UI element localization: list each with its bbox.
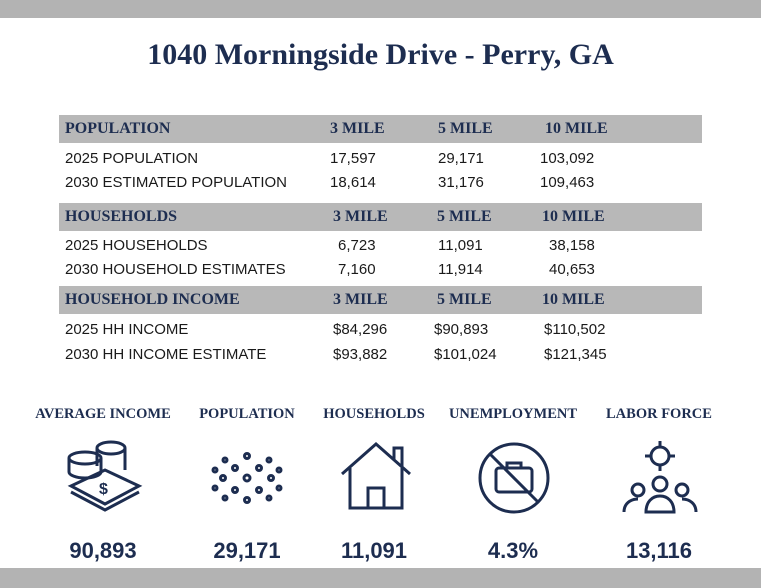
row-value: 40,653	[549, 261, 595, 278]
row-value: $121,345	[544, 346, 607, 363]
column-header: 10 MILE	[542, 208, 605, 225]
row-value: 11,091	[438, 237, 483, 254]
svg-text:$: $	[99, 481, 108, 498]
stat-label: UNEMPLOYMENT	[448, 406, 578, 422]
top-bar	[0, 0, 761, 18]
row-value: 18,614	[330, 174, 376, 191]
section-title: HOUSEHOLDS	[65, 208, 178, 225]
row-value: 17,597	[330, 150, 376, 167]
column-header: 10 MILE	[542, 291, 605, 308]
row-value: 31,176	[438, 174, 484, 191]
column-header: 10 MILE	[545, 120, 608, 137]
column-header: 5 MILE	[438, 120, 493, 137]
row-label: 2030 HH INCOME ESTIMATE	[65, 346, 267, 363]
row-label: 2025 POPULATION	[65, 150, 199, 167]
stat-label: LABOR FORCE	[606, 406, 712, 422]
stat-label: HOUSEHOLDS	[323, 406, 425, 422]
row-value: $93,882	[333, 346, 388, 363]
column-header: 3 MILE	[333, 291, 388, 308]
section-header: HOUSEHOLD INCOME 3 MILE 5 MILE 10 MILE	[59, 286, 702, 314]
households-icon	[341, 441, 411, 510]
section-title: HOUSEHOLD INCOME	[65, 291, 240, 308]
row-value: $84,296	[333, 321, 388, 338]
title: 1040 Morningside Drive - Perry, GA	[147, 38, 614, 71]
row-value: $90,893	[434, 321, 489, 338]
row-label: 2030 HOUSEHOLD ESTIMATES	[65, 261, 286, 278]
row-value: 103,092	[540, 150, 595, 167]
stat-value: 11,091	[340, 538, 408, 563]
bottom-bar	[0, 568, 761, 588]
row-value: 6,723	[338, 237, 376, 254]
stat-value: 29,171	[213, 538, 281, 563]
row-value: 38,158	[549, 237, 595, 254]
row-value: 7,160	[338, 261, 376, 278]
unemployment-icon	[478, 442, 550, 514]
row-value: $110,502	[544, 321, 606, 338]
column-header: 5 MILE	[437, 291, 492, 308]
section-title: POPULATION	[65, 120, 171, 137]
section-header: POPULATION 3 MILE 5 MILE 10 MILE	[59, 115, 702, 143]
income-icon: $	[67, 440, 143, 512]
row-label: 2030 ESTIMATED POPULATION	[65, 174, 288, 191]
stat-value: 90,893	[69, 538, 137, 563]
row-value: 11,914	[438, 261, 483, 278]
section-header: HOUSEHOLDS 3 MILE 5 MILE 10 MILE	[59, 203, 702, 231]
stat-label: POPULATION	[199, 406, 295, 422]
row-label: 2025 HH INCOME	[65, 321, 189, 338]
stat-value: 4.3%	[487, 538, 539, 563]
population-icon	[211, 452, 283, 504]
row-value: 29,171	[438, 150, 484, 167]
row-value: $101,024	[434, 346, 497, 363]
labor-force-icon	[622, 441, 698, 514]
stat-value: 13,116	[625, 538, 693, 563]
column-header: 3 MILE	[330, 120, 385, 137]
column-header: 5 MILE	[437, 208, 492, 225]
row-value: 109,463	[540, 174, 595, 191]
stat-label: AVERAGE INCOME	[35, 406, 171, 422]
column-header: 3 MILE	[333, 208, 388, 225]
row-label: 2025 HOUSEHOLDS	[65, 237, 208, 254]
